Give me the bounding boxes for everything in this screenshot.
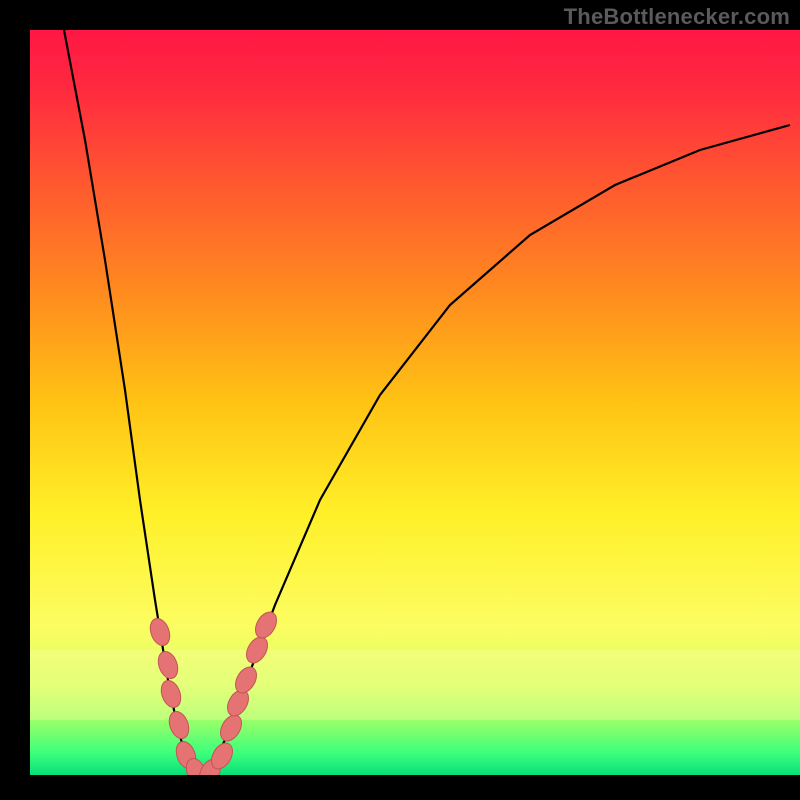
frame-left bbox=[0, 0, 30, 800]
frame-bottom bbox=[0, 775, 800, 800]
yellow-glow-band bbox=[30, 650, 800, 720]
chart-canvas: TheBottlenecker.com bbox=[0, 0, 800, 800]
watermark-text: TheBottlenecker.com bbox=[564, 4, 790, 30]
bottleneck-curve-chart bbox=[0, 0, 800, 800]
